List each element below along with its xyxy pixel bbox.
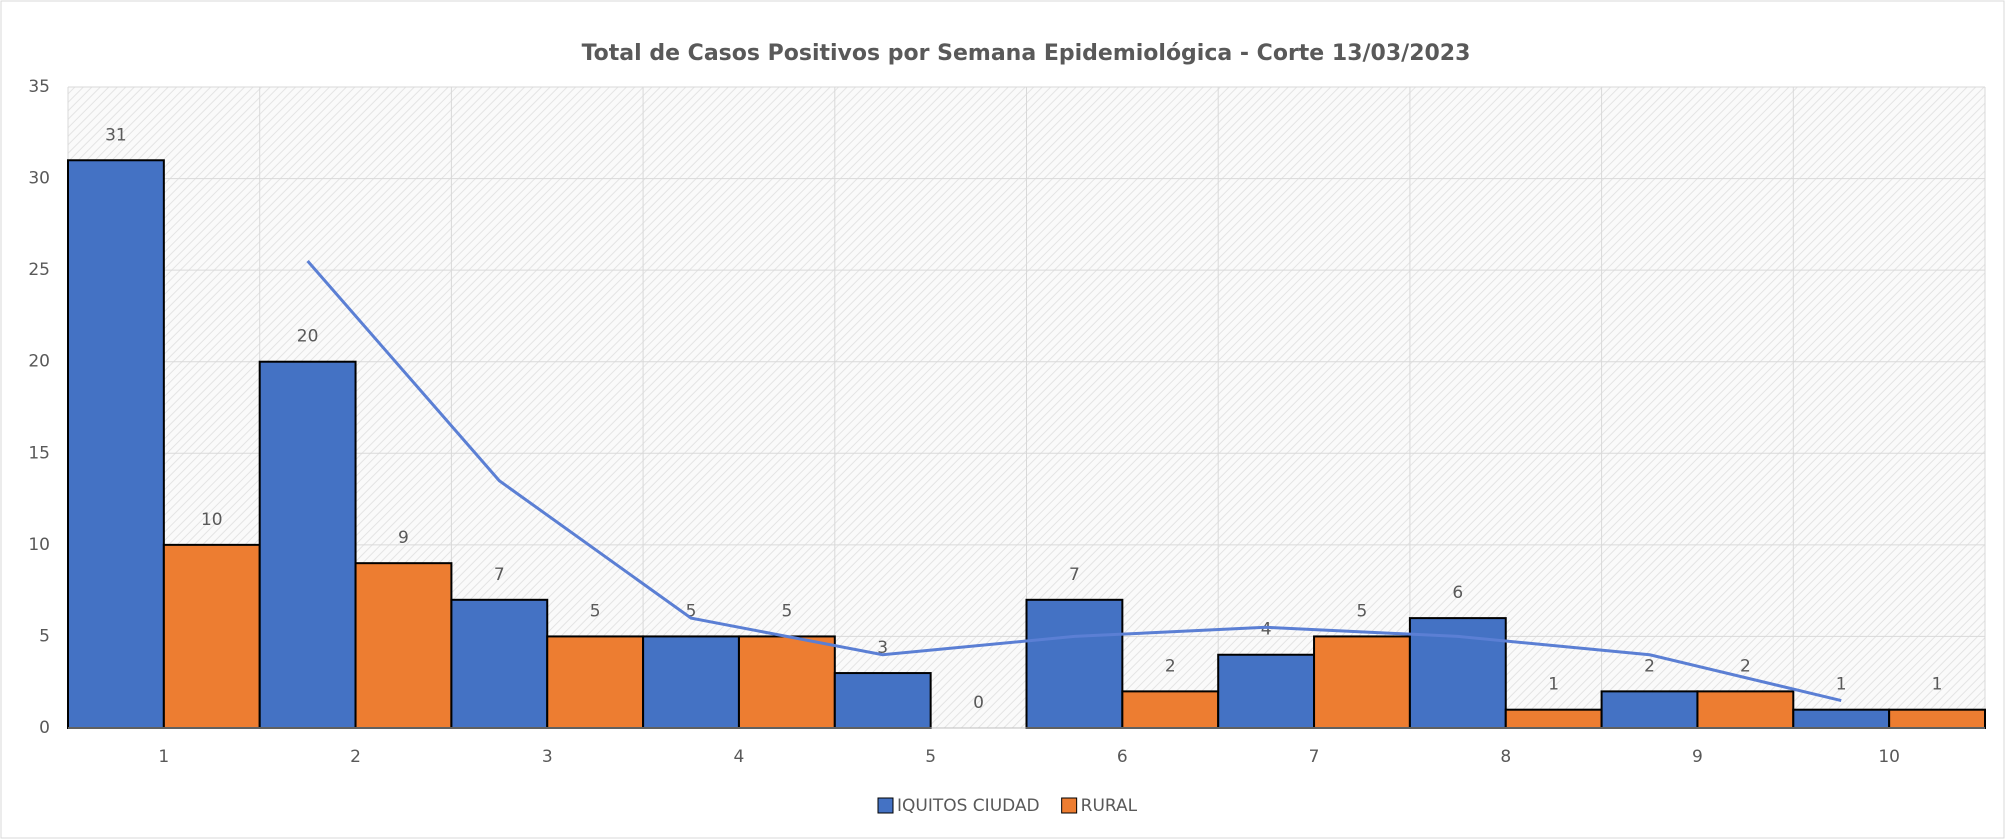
bar [1600, 690, 1699, 729]
data-label: 20 [297, 327, 319, 347]
bar [642, 635, 740, 730]
legend-label: IQUITOS CIUDAD [897, 796, 1040, 816]
x-tick-label: 10 [1878, 747, 1900, 767]
bar [1696, 690, 1795, 729]
trendline [306, 259, 1842, 702]
y-tick-label: 25 [28, 260, 50, 280]
data-label: 10 [201, 510, 223, 530]
x-tick-label: 6 [1117, 747, 1128, 767]
bar [1792, 708, 1891, 730]
data-label: 2 [1165, 656, 1176, 676]
data-label: 1 [1932, 675, 1943, 695]
bar [354, 562, 453, 730]
x-tick-label: 7 [1309, 747, 1320, 767]
data-label: 7 [1069, 565, 1080, 585]
x-tick-label: 2 [350, 747, 361, 767]
legend-swatch [1061, 797, 1078, 814]
bar [833, 672, 932, 729]
bar [162, 543, 261, 729]
legend-swatch [877, 797, 894, 814]
bar [737, 635, 836, 730]
data-label: 31 [105, 125, 127, 145]
y-tick-label: 15 [28, 443, 50, 463]
bar [546, 635, 645, 730]
data-label: 5 [686, 601, 697, 621]
bar [1121, 690, 1220, 729]
data-label: 0 [973, 693, 984, 713]
data-label: 5 [781, 601, 792, 621]
data-label: 1 [1836, 675, 1847, 695]
y-tick-label: 0 [39, 718, 50, 738]
bar [1888, 708, 1987, 730]
data-label: 3 [877, 638, 888, 658]
data-label: 5 [590, 601, 601, 621]
chart-title: Total de Casos Positivos por Semana Epid… [582, 41, 1471, 66]
bar [1313, 635, 1411, 730]
data-label: 6 [1452, 583, 1463, 603]
x-tick-label: 4 [734, 747, 745, 767]
y-tick-label: 30 [28, 169, 50, 189]
data-label: 2 [1644, 656, 1655, 676]
x-tick-label: 8 [1500, 747, 1511, 767]
y-tick-label: 20 [28, 352, 50, 372]
y-tick-label: 5 [39, 626, 50, 646]
x-tick-label: 1 [158, 747, 169, 767]
data-label: 7 [494, 565, 505, 585]
x-tick-label: 9 [1692, 747, 1703, 767]
y-tick-label: 10 [28, 535, 50, 555]
data-label: 2 [1740, 656, 1751, 676]
x-tick-label: 3 [542, 747, 553, 767]
bar [1217, 653, 1316, 729]
legend-label: RURAL [1081, 796, 1138, 816]
x-tick-label: 5 [925, 747, 936, 767]
data-label: 4 [1261, 620, 1272, 640]
data-label: 9 [398, 528, 409, 548]
data-label: 1 [1548, 675, 1559, 695]
y-tick-label: 35 [28, 77, 50, 97]
bar [1504, 708, 1603, 730]
bar [67, 159, 165, 729]
bar [1025, 598, 1124, 729]
bar [258, 360, 357, 729]
data-label: 5 [1357, 601, 1368, 621]
bar [450, 598, 549, 729]
